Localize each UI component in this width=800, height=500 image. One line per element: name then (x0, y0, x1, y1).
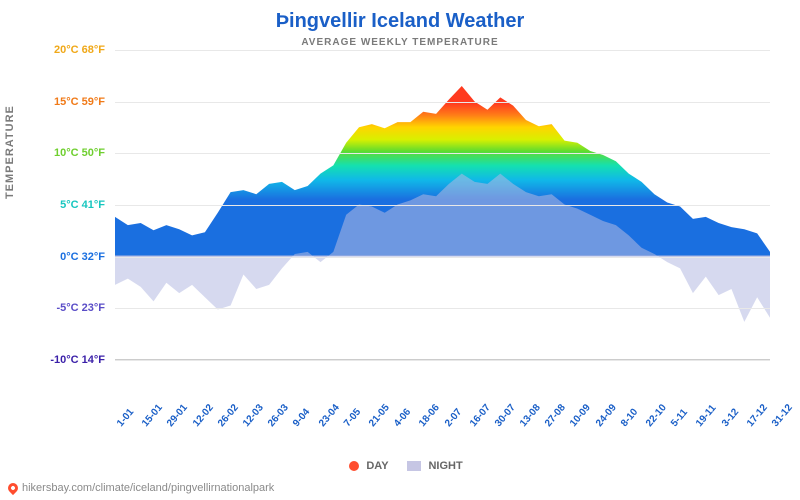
x-tick-label: 24-09 (594, 402, 619, 429)
x-tick-label: 29-01 (165, 402, 190, 429)
y-tick-label: 5°C 41°F (20, 199, 105, 211)
x-axis: 1-0115-0129-0112-0226-0212-0326-039-0423… (115, 365, 770, 425)
x-tick-label: 4-06 (392, 407, 413, 429)
chart-subtitle: AVERAGE WEEKLY TEMPERATURE (0, 33, 800, 48)
x-tick-label: 7-05 (342, 407, 363, 429)
x-tick-label: 5-11 (669, 407, 690, 429)
x-tick-label: 17-12 (745, 402, 770, 429)
gridline (115, 308, 770, 309)
x-tick-label: 3-12 (720, 407, 741, 429)
x-tick-label: 12-02 (191, 402, 216, 429)
chart-title: Þingvellir Iceland Weather (0, 0, 800, 33)
chart-area: TEMPERATURE 1-0115-0129-0112-0226-0212-0… (20, 50, 780, 430)
gridline (115, 102, 770, 103)
y-tick-label: 15°C 59°F (20, 96, 105, 108)
x-tick-label: 16-07 (468, 402, 493, 429)
x-tick-label: 19-11 (694, 403, 719, 429)
x-tick-label: 27-08 (543, 402, 568, 429)
x-tick-label: 18-06 (417, 402, 442, 429)
x-tick-label: 12-03 (241, 402, 266, 429)
legend-night-label: NIGHT (428, 460, 462, 472)
y-tick-label: -10°C 14°F (20, 354, 105, 366)
gridline (115, 257, 770, 258)
y-tick-label: 0°C 32°F (20, 251, 105, 263)
map-pin-icon (6, 481, 20, 495)
x-tick-label: 30-07 (493, 402, 518, 429)
footer-attribution: hikersbay.com/climate/iceland/pingvellir… (8, 482, 274, 494)
footer-url: hikersbay.com/climate/iceland/pingvellir… (22, 482, 274, 494)
y-tick-label: 20°C 68°F (20, 44, 105, 56)
x-tick-label: 21-05 (367, 402, 392, 429)
legend: DAY NIGHT (0, 460, 800, 472)
x-tick-label: 22-10 (644, 402, 669, 429)
gridline (115, 205, 770, 206)
x-tick-label: 2-07 (443, 407, 464, 429)
legend-day-label: DAY (366, 460, 388, 472)
x-tick-label: 26-02 (216, 402, 241, 429)
x-tick-label: 15-01 (140, 402, 165, 429)
x-tick-label: 31-12 (770, 402, 795, 429)
x-tick-label: 26-03 (266, 402, 291, 429)
gridline (115, 360, 770, 361)
gridline (115, 50, 770, 51)
x-tick-label: 8-10 (619, 407, 640, 429)
gridline (115, 153, 770, 154)
x-tick-label: 9-04 (291, 407, 312, 429)
y-tick-label: 10°C 50°F (20, 147, 105, 159)
x-tick-label: 13-08 (518, 402, 543, 429)
x-tick-label: 1-01 (115, 407, 136, 429)
plot-region (115, 50, 770, 360)
legend-day-dot (349, 461, 359, 471)
x-tick-label: 23-04 (317, 402, 342, 429)
x-tick-label: 10-09 (568, 402, 593, 429)
y-axis-label: TEMPERATURE (4, 105, 16, 199)
weather-chart-container: Þingvellir Iceland Weather AVERAGE WEEKL… (0, 0, 800, 500)
y-tick-label: -5°C 23°F (20, 302, 105, 314)
legend-night-swatch (407, 461, 421, 471)
